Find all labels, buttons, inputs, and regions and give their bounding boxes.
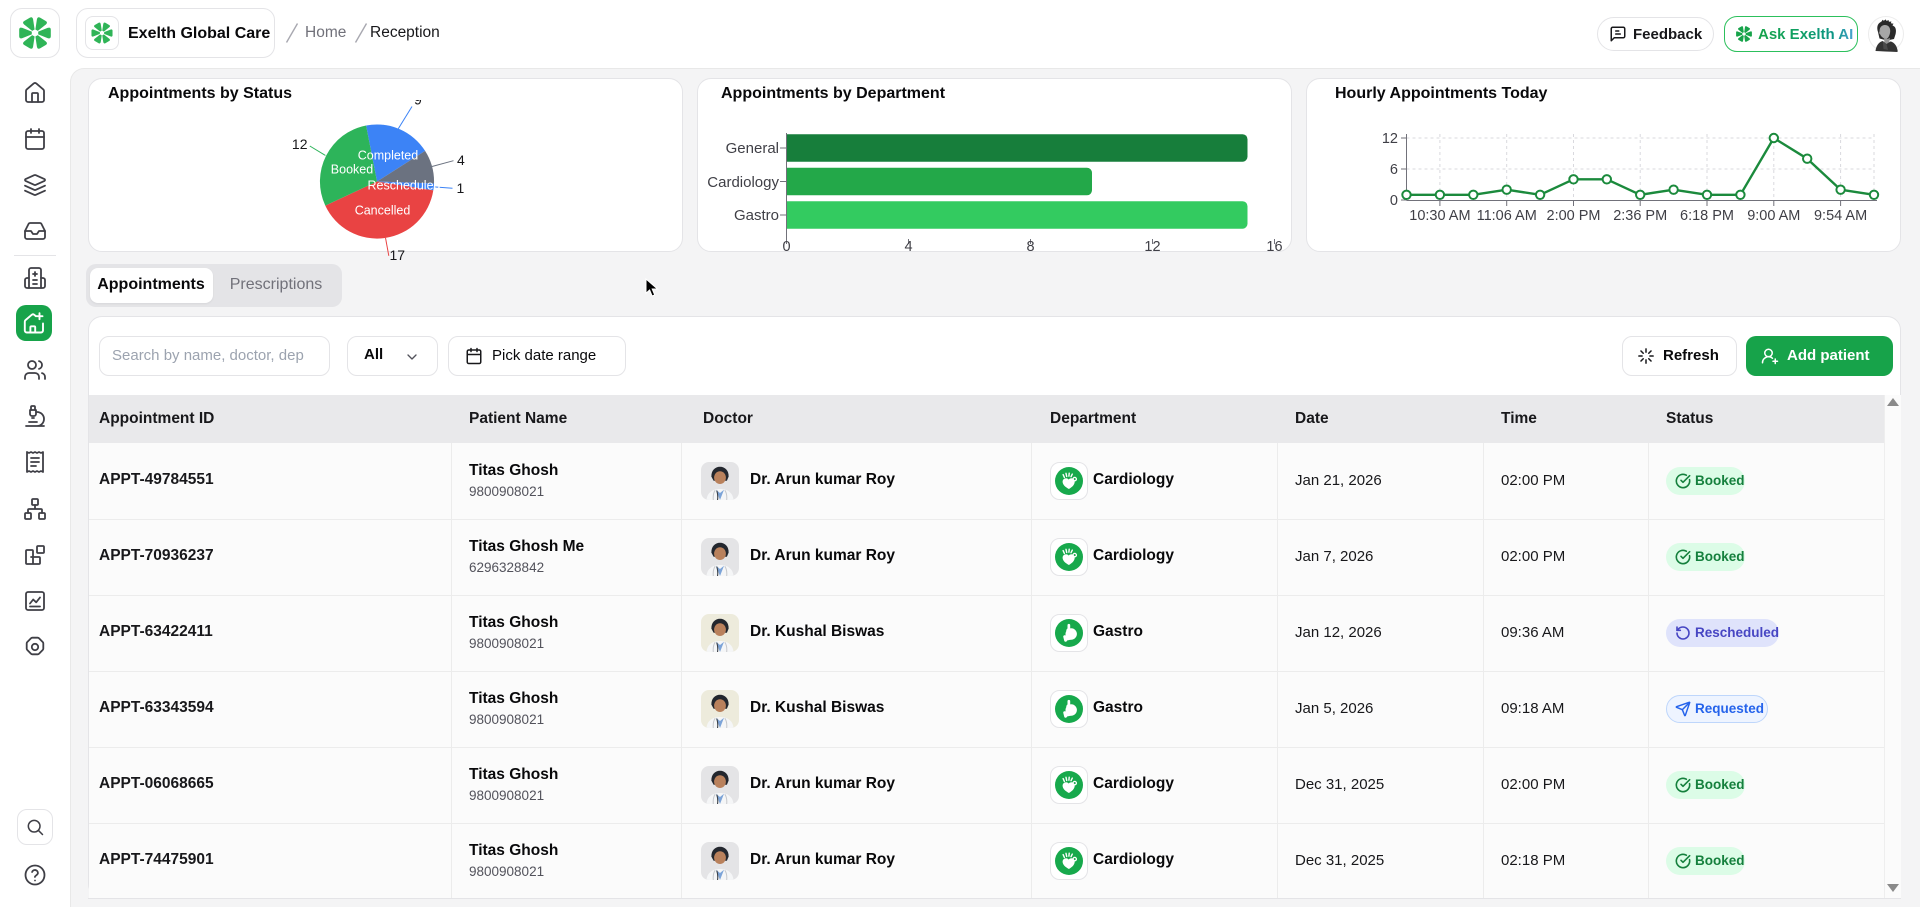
svg-text:Cardiology: Cardiology — [707, 174, 779, 191]
svg-text:12: 12 — [1144, 239, 1160, 255]
svg-text:General: General — [726, 140, 779, 157]
svg-text:17: 17 — [390, 247, 406, 263]
svg-text:12: 12 — [292, 136, 308, 152]
svg-text:9:54 AM: 9:54 AM — [1814, 208, 1867, 224]
svg-text:Booked: Booked — [331, 163, 373, 177]
svg-text:Cancelled: Cancelled — [355, 204, 411, 218]
svg-text:11:06 AM: 11:06 AM — [1477, 208, 1537, 224]
svg-text:9: 9 — [414, 100, 422, 108]
svg-text:6:18 PM: 6:18 PM — [1680, 208, 1734, 224]
svg-text:Gastro: Gastro — [734, 207, 779, 224]
svg-text:4: 4 — [904, 239, 912, 255]
svg-text:0: 0 — [782, 239, 790, 255]
svg-text:9:00 AM: 9:00 AM — [1747, 208, 1800, 224]
svg-text:16: 16 — [1266, 239, 1282, 255]
svg-text:4: 4 — [457, 152, 465, 168]
svg-text:12: 12 — [1382, 131, 1398, 147]
svg-text:Completed: Completed — [358, 149, 418, 163]
svg-text:1: 1 — [457, 180, 465, 196]
svg-text:10:30 AM: 10:30 AM — [1409, 208, 1470, 224]
svg-text:0: 0 — [1390, 193, 1398, 209]
svg-text:2:36 PM: 2:36 PM — [1613, 208, 1667, 224]
svg-text:Rescheduled: Rescheduled — [368, 179, 441, 193]
svg-text:2:00 PM: 2:00 PM — [1547, 208, 1601, 224]
svg-text:6: 6 — [1390, 162, 1398, 178]
svg-text:8: 8 — [1026, 239, 1034, 255]
